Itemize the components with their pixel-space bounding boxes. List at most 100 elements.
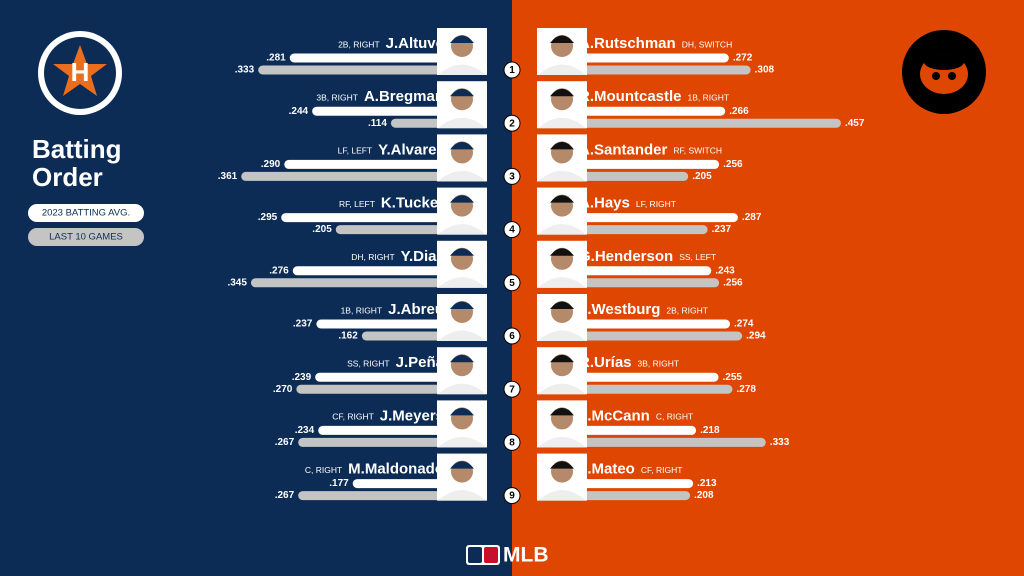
photo-jersey [538,170,586,182]
player-photo [537,187,587,235]
last10-label: .308 [755,65,775,76]
photo-cap [550,461,574,469]
player-photo [437,28,487,75]
last10-label: .333 [770,437,790,448]
order-number: 8 [509,438,515,449]
order-badge [503,221,521,239]
player-name: J.Mateo [579,461,635,478]
avg-label: .290 [261,159,281,170]
player-photo [437,134,487,182]
player-position: 3B, RIGHT [316,92,358,102]
photo-jersey [538,490,586,501]
photo-jersey [538,277,586,288]
avg-label: .239 [292,372,312,383]
orioles-logo [902,30,986,114]
photo-jersey [538,224,586,235]
avg-label: .255 [723,372,743,383]
last10-bar [241,171,487,181]
order-badge [503,61,521,79]
legend-avg: 2023 BATTING AVG. [42,208,130,219]
last10-label: .114 [368,118,387,129]
last10-label: .333 [235,65,255,76]
photo-jersey [438,117,486,129]
avg-label: .213 [697,478,717,489]
player-name: J.Westburg [579,301,660,318]
order-badge [503,114,521,132]
player-name: Y.Diaz [401,248,444,265]
photo-jersey [538,117,586,129]
photo-cap [450,195,474,203]
photo-jersey [438,436,486,448]
player-name: J.McCann [579,407,650,424]
player-position: 2B, RIGHT [666,305,708,315]
photo-jersey [538,383,586,395]
order-number: 9 [509,491,515,502]
svg-text:H: H [71,57,90,87]
astros-logo: H [38,31,122,115]
player-position: RF, LEFT [339,199,375,209]
avg-label: .274 [734,319,754,330]
photo-cap [550,88,574,97]
player-position: CF, RIGHT [332,412,374,422]
order-number: 6 [509,331,515,342]
player-name: A.Rutschman [579,35,676,52]
avg-label: .287 [742,212,762,223]
photo-jersey [538,436,586,448]
photo-cap [550,141,574,150]
order-number: 1 [509,65,515,76]
player-photo [537,81,587,129]
last10-label: .267 [275,437,295,448]
last10-label: .294 [746,331,766,342]
player-position: CF, RIGHT [641,465,683,475]
photo-jersey [438,490,486,501]
photo-cap [450,407,474,416]
avg-label: .177 [329,478,349,489]
player-name: K.Tucker [381,195,444,212]
player-photo [437,347,487,395]
player-position: DH, RIGHT [351,252,394,262]
player-photo [437,453,487,501]
last10-bar [537,331,743,341]
mlb-logo: MLB [466,544,549,567]
order-number: 7 [509,384,515,395]
player-name: J.Altuve [386,35,444,52]
photo-cap [450,88,474,97]
order-number: 5 [509,278,515,289]
player-photo [537,294,587,341]
last10-label: .237 [712,224,732,235]
player-photo [537,240,587,288]
player-name: A.Santander [579,141,668,158]
avg-label: .243 [715,265,735,276]
avg-bar [284,159,487,169]
player-photo [537,134,587,182]
photo-jersey [538,64,586,75]
last10-bar [537,437,766,447]
last10-label: .457 [845,118,865,129]
player-position: 1B, RIGHT [341,305,383,315]
last10-bar [258,65,487,75]
last10-label: .361 [218,171,238,182]
avg-bar [537,213,738,223]
photo-cap [550,35,574,43]
player-position: DH, SWITCH [682,39,733,49]
player-name: A.Bregman [364,88,444,105]
player-photo [537,400,587,448]
player-position: LF, LEFT [338,146,372,156]
photo-jersey [438,277,486,288]
player-photo [537,347,587,395]
photo-jersey [538,330,586,341]
player-photo [437,187,487,235]
last10-label: .205 [692,171,712,182]
player-position: SS, LEFT [679,252,716,262]
last10-bar [537,118,841,128]
player-name: R.Urías [579,354,632,371]
last10-label: .267 [275,490,295,501]
last10-label: .205 [312,224,332,235]
player-photo [437,294,487,341]
last10-bar [250,278,487,288]
player-position: C, RIGHT [656,412,693,422]
photo-cap [550,301,574,309]
order-badge [503,487,521,505]
legend-last10: LAST 10 GAMES [49,232,123,243]
